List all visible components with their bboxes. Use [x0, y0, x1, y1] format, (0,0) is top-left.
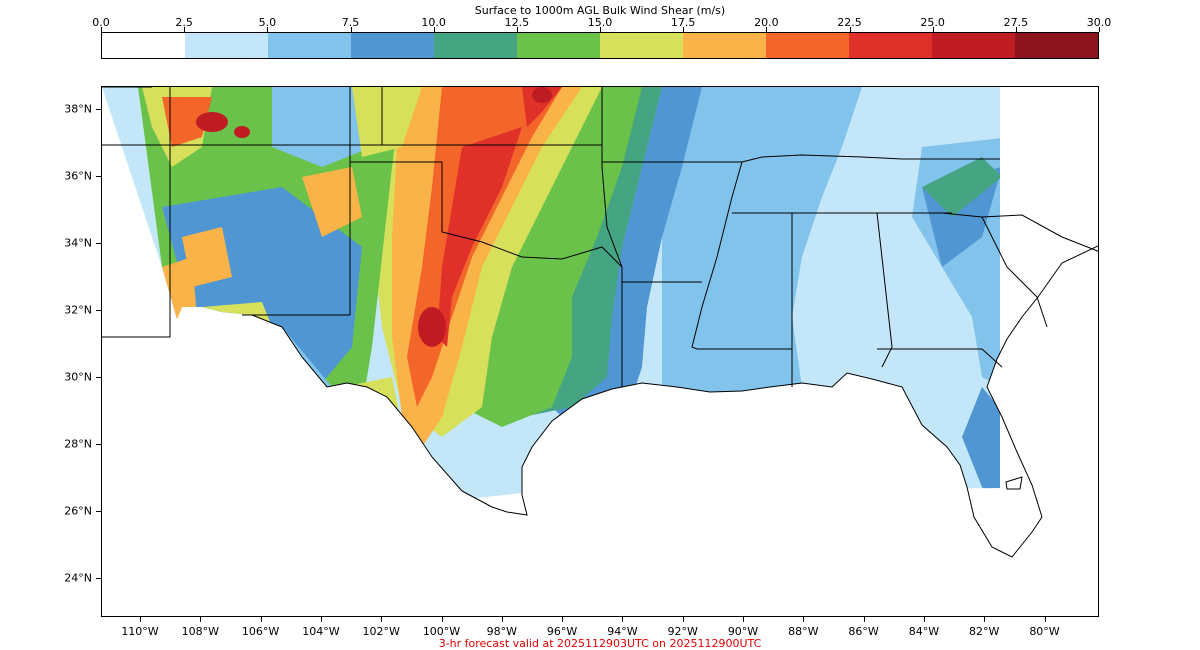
- colorbar-tick-mark: [849, 27, 851, 32]
- latitude-tick: [96, 511, 101, 512]
- longitude-tick: [743, 617, 744, 622]
- colorbar-tick-mark: [932, 27, 934, 32]
- latitude-label: 38°N: [64, 102, 92, 116]
- colorbar-segment: [268, 33, 351, 58]
- colorbar-segment: [185, 33, 268, 58]
- colorbar-tick-mark: [766, 27, 768, 32]
- longitude-label: 102°W: [362, 625, 400, 638]
- longitude-tick: [140, 617, 141, 622]
- forecast-valid-caption: 3-hr forecast valid at 2025112903UTC on …: [438, 637, 762, 650]
- colorbar-segment: [766, 33, 849, 58]
- longitude-tick: [320, 617, 322, 622]
- longitude-tick: [622, 617, 624, 622]
- colorbar-tick-mark: [683, 27, 685, 32]
- longitude-tick: [260, 617, 262, 622]
- latitude-label: 26°N: [64, 504, 92, 518]
- longitude-tick: [682, 617, 684, 622]
- colorbar-tick-label: 10.0: [421, 16, 446, 29]
- latitude-label: 32°N: [64, 303, 92, 317]
- latitude-label: 24°N: [64, 571, 92, 585]
- longitude-tick: [984, 617, 986, 622]
- colorbar-tick-label: 17.5: [670, 16, 696, 29]
- longitude-label: 106°W: [241, 625, 280, 638]
- colorbar-tick-mark: [600, 27, 601, 32]
- colorbar-segment: [102, 33, 185, 58]
- colorbar-segment: [932, 33, 1015, 58]
- longitude-label: 96°W: [546, 625, 578, 638]
- longitude-tick: [501, 617, 503, 622]
- colorbar-tick-label: 25.0: [920, 16, 945, 29]
- colorbar-segment: [517, 33, 600, 58]
- colorbar-tick-mark: [184, 27, 186, 32]
- latitude-label: 34°N: [64, 236, 92, 250]
- colorbar-tick-label: 15.0: [587, 16, 613, 29]
- colorbar-title: Surface to 1000m AGL Bulk Wind Shear (m/…: [474, 4, 726, 17]
- colorbar-tick-label: 7.5: [341, 16, 360, 29]
- latitude-label: 30°N: [64, 370, 92, 384]
- longitude-label: 88°W: [788, 625, 819, 638]
- colorbar-tick-label: 20.0: [754, 16, 779, 29]
- latitude-tick: [96, 176, 101, 177]
- colorbar-tick-mark: [267, 27, 269, 32]
- longitude-label: 100°W: [422, 625, 461, 638]
- latitude-tick: [96, 377, 101, 378]
- longitude-tick: [1044, 617, 1046, 622]
- latitude-label: 28°N: [64, 437, 92, 451]
- latitude-tick: [96, 109, 101, 110]
- longitude-label: 98°W: [486, 625, 517, 638]
- latitude-tick: [96, 578, 101, 579]
- longitude-label: 94°W: [607, 625, 638, 638]
- latitude-tick: [96, 243, 101, 244]
- longitude-tick: [381, 617, 383, 622]
- colorbar-tick-mark: [1015, 27, 1017, 32]
- longitude-tick: [803, 617, 805, 622]
- longitude-label: 82°W: [969, 625, 1000, 638]
- colorbar-segment: [434, 33, 517, 58]
- longitude-label: 108°W: [181, 625, 219, 638]
- colorbar-tick-mark: [1099, 27, 1100, 32]
- colorbar-segment: [351, 33, 434, 58]
- longitude-label: 92°W: [667, 625, 698, 638]
- longitude-label: 104°W: [302, 625, 340, 638]
- colorbar-tick-mark: [101, 27, 102, 32]
- colorbar-tick-label: 12.5: [504, 16, 530, 29]
- colorbar-segment: [1015, 33, 1098, 58]
- colorbar-tick-mark: [350, 27, 352, 32]
- colorbar-tick-label: 5.0: [258, 16, 277, 29]
- colorbar-segment: [683, 33, 766, 58]
- longitude-tick: [562, 617, 564, 622]
- colorbar-tick-label: 0.0: [92, 16, 110, 29]
- longitude-label: 86°W: [848, 625, 879, 638]
- longitude-label: 84°W: [908, 625, 940, 638]
- colorbar-tick-label: 22.5: [837, 16, 862, 29]
- longitude-tick: [923, 617, 925, 622]
- colorbar-tick-mark: [516, 27, 518, 32]
- colorbar-tick-label: 2.5: [175, 16, 193, 29]
- map-panel: [101, 86, 1099, 617]
- wind-shear-map: [102, 87, 1098, 558]
- longitude-label: 90°W: [727, 625, 759, 638]
- shear-field: [102, 87, 1000, 525]
- state-boundaries: [102, 87, 1098, 387]
- longitude-label: 80°W: [1029, 625, 1060, 638]
- colorbar-tick-label: 27.5: [1003, 16, 1029, 29]
- colorbar-segment: [600, 33, 683, 58]
- colorbar-tick-mark: [433, 27, 435, 32]
- colorbar: [101, 32, 1099, 59]
- colorbar-tick-label: 30.0: [1086, 16, 1112, 29]
- longitude-tick: [441, 617, 443, 622]
- coastline: [251, 245, 1098, 558]
- latitude-tick: [96, 444, 101, 445]
- longitude-tick: [200, 617, 202, 622]
- latitude-tick: [96, 310, 101, 311]
- longitude-tick: [863, 617, 865, 622]
- latitude-label: 36°N: [64, 169, 92, 183]
- longitude-label: 110°W: [121, 625, 159, 638]
- colorbar-segment: [849, 33, 932, 58]
